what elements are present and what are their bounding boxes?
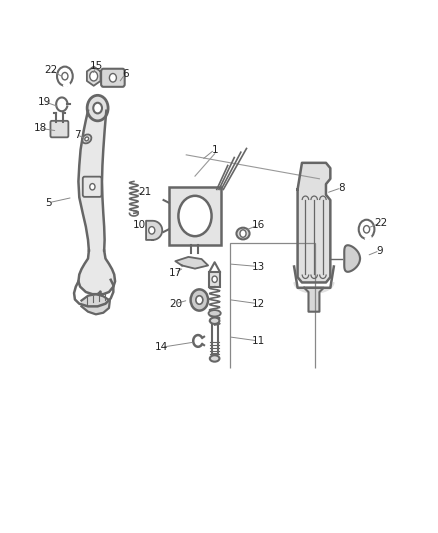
Ellipse shape [237,228,250,239]
Ellipse shape [85,137,88,141]
Circle shape [240,230,246,237]
Text: 17: 17 [169,268,182,278]
Ellipse shape [208,310,221,317]
Polygon shape [175,257,208,269]
Circle shape [196,296,203,304]
Polygon shape [344,245,360,272]
Polygon shape [297,163,330,282]
Bar [169,187,221,245]
Polygon shape [87,67,100,86]
Text: 9: 9 [376,246,383,255]
Text: 12: 12 [252,298,265,309]
Ellipse shape [82,134,92,143]
Polygon shape [78,251,115,294]
Text: 22: 22 [374,218,387,228]
Ellipse shape [210,318,219,324]
Text: 21: 21 [138,187,152,197]
Text: 22: 22 [44,65,57,75]
Polygon shape [81,294,110,314]
Circle shape [93,103,102,114]
Text: 13: 13 [252,262,265,271]
Polygon shape [304,288,324,312]
Circle shape [359,220,374,239]
Circle shape [62,72,68,80]
Bar [209,272,220,287]
Circle shape [149,227,155,234]
Circle shape [87,95,108,121]
Text: 15: 15 [90,61,103,70]
Text: 11: 11 [252,336,265,346]
Circle shape [57,67,73,86]
Polygon shape [78,111,106,251]
Text: 1: 1 [211,144,218,155]
Ellipse shape [110,74,117,82]
Circle shape [90,183,95,190]
Polygon shape [146,221,162,240]
Circle shape [178,196,212,236]
Text: 16: 16 [252,220,265,230]
Circle shape [90,71,98,81]
Circle shape [212,276,217,282]
Text: 19: 19 [38,96,51,107]
FancyBboxPatch shape [101,69,125,87]
Text: 10: 10 [133,220,146,230]
Text: 18: 18 [33,123,46,133]
Text: 7: 7 [74,130,81,140]
Ellipse shape [210,356,219,362]
Circle shape [191,289,208,311]
Text: 8: 8 [338,183,345,193]
Text: 20: 20 [169,298,182,309]
Text: 14: 14 [155,342,168,352]
Text: 6: 6 [122,69,128,79]
FancyBboxPatch shape [50,121,68,138]
Text: 5: 5 [46,198,52,208]
Circle shape [364,225,370,233]
Polygon shape [294,282,334,293]
FancyBboxPatch shape [83,176,102,197]
